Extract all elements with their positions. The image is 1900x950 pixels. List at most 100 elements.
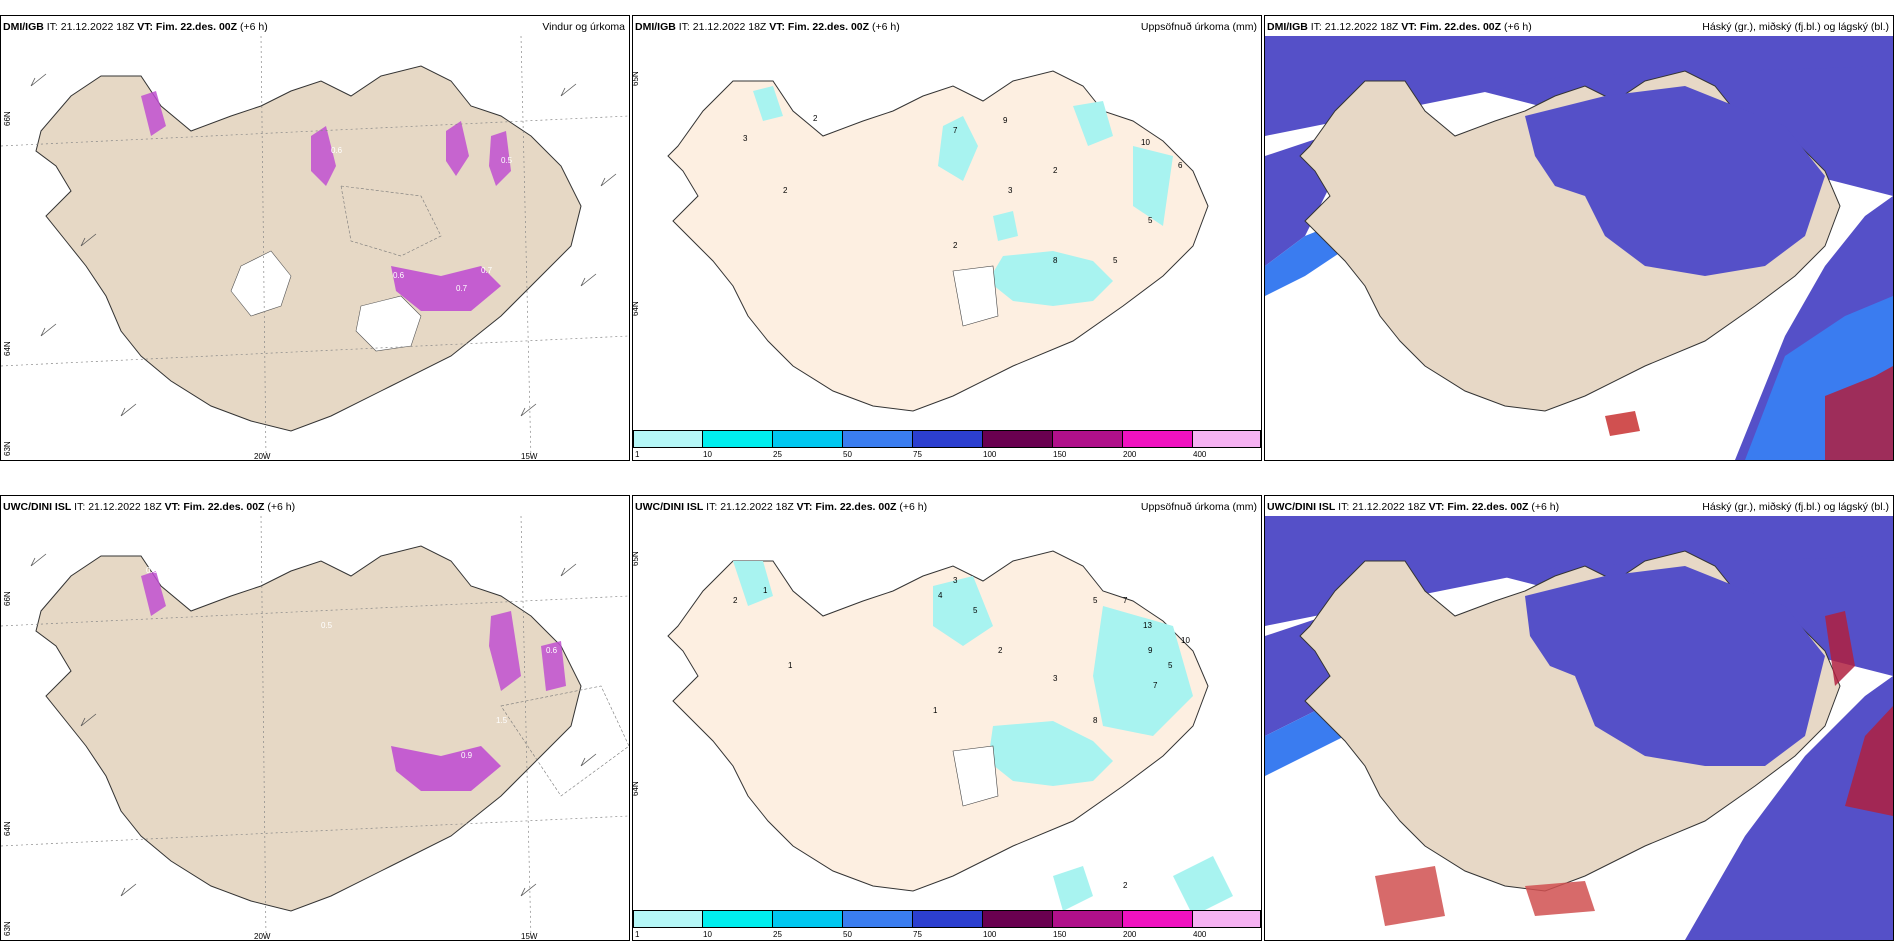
lat-label-64n: 64N xyxy=(632,781,640,796)
precip-value-label: 0.5 xyxy=(501,156,513,165)
colorbar-tick: 25 xyxy=(773,450,782,459)
precip-amount-label: 10 xyxy=(1141,138,1150,147)
panel-title: Vindur og úrkoma xyxy=(542,21,625,33)
precip-amount-label: 10 xyxy=(1181,636,1190,645)
precip-amount-label: 3 xyxy=(743,134,748,143)
colorbar-segment-6 xyxy=(983,910,1053,928)
precip-amount-label: 2 xyxy=(998,646,1003,655)
panel-dmi-cloud: DMI/IGB IT: 21.12.2022 18Z VT: Fim. 22.d… xyxy=(1264,15,1894,461)
precip-amount-label: 5 xyxy=(1113,256,1118,265)
it-label: IT: xyxy=(74,501,86,513)
panel-dmi-precip: DMI/IGB IT: 21.12.2022 18Z VT: Fim. 22.d… xyxy=(632,15,1262,461)
precip-amount-label: 2 xyxy=(813,114,818,123)
lat-label-64n: 64N xyxy=(3,341,12,356)
lat-label-66n: 66N xyxy=(3,111,12,126)
it-value: 21.12.2022 18Z xyxy=(720,501,794,513)
colorbar-tick: 150 xyxy=(1053,450,1067,459)
cloud-map xyxy=(1265,516,1893,940)
colorbar-tick: 200 xyxy=(1123,450,1137,459)
colorbar-segment-7 xyxy=(1053,910,1123,928)
model-name: DMI/IGB xyxy=(3,21,44,33)
it-label: IT: xyxy=(706,501,718,513)
colorbar-segment-4 xyxy=(843,910,913,928)
precip-value-label: 0.9 xyxy=(461,751,473,760)
precip-amount-label: 1 xyxy=(788,661,793,670)
colorbar-tick: 1 xyxy=(635,450,640,459)
panel-title: Uppsöfnuð úrkoma (mm) xyxy=(1140,21,1257,33)
colorbar-segment-2 xyxy=(703,910,773,928)
colorbar-segment-6 xyxy=(983,430,1053,448)
colorbar-segment-8 xyxy=(1123,910,1193,928)
lead-time: (+6 h) xyxy=(239,21,268,33)
vt-label: VT: Fim. 22.des. 00Z xyxy=(1428,501,1529,513)
colorbar-segment-3 xyxy=(773,430,843,448)
colorbar-tick: 150 xyxy=(1053,930,1067,939)
vt-label: VT: Fim. 22.des. 00Z xyxy=(164,501,265,513)
panel-header: DMI/IGB IT: 21.12.2022 18Z VT: Fim. 22.d… xyxy=(1265,16,1893,38)
precip-value-label: 1.5 xyxy=(496,716,508,725)
lat-label-63n: 63N xyxy=(3,441,12,456)
model-name: UWC/DINI ISL xyxy=(1267,501,1336,513)
colorbar-tick: 100 xyxy=(983,450,997,459)
vt-label: VT: Fim. 22.des. 00Z xyxy=(137,21,238,33)
colorbar-tick: 1 xyxy=(635,930,640,939)
precip-amount-label: 9 xyxy=(1148,646,1153,655)
precip-value-label: 0.6 xyxy=(331,146,343,155)
panel-header: UWC/DINI ISL IT: 21.12.2022 18Z VT: Fim.… xyxy=(1,496,629,518)
colorbar-segment-7 xyxy=(1053,430,1123,448)
precip-amount-label: 4 xyxy=(938,591,943,600)
precip-amount-label: 7 xyxy=(1123,596,1128,605)
model-name: DMI/IGB xyxy=(635,21,676,33)
colorbar-segment-5 xyxy=(913,430,983,448)
precip-amount-label: 1 xyxy=(933,706,938,715)
colorbar-tick: 75 xyxy=(913,450,922,459)
vt-label: VT: Fim. 22.des. 00Z xyxy=(1401,21,1502,33)
lon-label-15w: 15W xyxy=(521,452,538,461)
colorbar-tick: 200 xyxy=(1123,930,1137,939)
colorbar-tick: 25 xyxy=(773,930,782,939)
colorbar xyxy=(633,910,1261,930)
lat-label-64n: 64N xyxy=(3,821,12,836)
colorbar-segment-5 xyxy=(913,910,983,928)
colorbar-segment-3 xyxy=(773,910,843,928)
panel-uwc-cloud: UWC/DINI ISL IT: 21.12.2022 18Z VT: Fim.… xyxy=(1264,495,1894,941)
lat-label-65n: 65N xyxy=(632,551,640,566)
precip-map xyxy=(633,36,1261,460)
it-value: 21.12.2022 18Z xyxy=(88,501,162,513)
lead-time: (+6 h) xyxy=(899,501,928,513)
precip-amount-label: 1 xyxy=(763,586,768,595)
precip-amount-label: 2 xyxy=(733,596,738,605)
precip-amount-label: 3 xyxy=(953,576,958,585)
precip-value-label: 0.5 xyxy=(321,621,333,630)
wind-map xyxy=(1,516,629,940)
panel-header: DMI/IGB IT: 21.12.2022 18Z VT: Fim. 22.d… xyxy=(1,16,629,38)
colorbar-segment-8 xyxy=(1123,430,1193,448)
wind-map xyxy=(1,36,629,460)
colorbar-tick: 400 xyxy=(1193,450,1207,459)
vt-label: VT: Fim. 22.des. 00Z xyxy=(796,501,897,513)
precip-amount-label: 5 xyxy=(1168,661,1173,670)
lat-label-65n: 65N xyxy=(632,71,640,86)
panel-header: DMI/IGB IT: 21.12.2022 18Z VT: Fim. 22.d… xyxy=(633,16,1261,38)
panel-dmi-wind: DMI/IGB IT: 21.12.2022 18Z VT: Fim. 22.d… xyxy=(0,15,630,461)
panel-uwc-precip: UWC/DINI ISL IT: 21.12.2022 18Z VT: Fim.… xyxy=(632,495,1262,941)
lon-label-20w: 20W xyxy=(254,932,271,941)
lead-time: (+6 h) xyxy=(1531,501,1560,513)
lon-label-20w: 20W xyxy=(254,452,271,461)
panel-uwc-wind: UWC/DINI ISL IT: 21.12.2022 18Z VT: Fim.… xyxy=(0,495,630,941)
cloud-map xyxy=(1265,36,1893,460)
model-name: DMI/IGB xyxy=(1267,21,1308,33)
panel-title: Uppsöfnuð úrkoma (mm) xyxy=(1140,501,1257,513)
precip-amount-label: 8 xyxy=(1093,716,1098,725)
model-name: UWC/DINI ISL xyxy=(3,501,72,513)
it-label: IT: xyxy=(678,21,690,33)
precip-amount-label: 5 xyxy=(973,606,978,615)
precip-map xyxy=(633,516,1261,940)
lead-time: (+6 h) xyxy=(1503,21,1532,33)
lead-time: (+6 h) xyxy=(871,21,900,33)
colorbar-tick: 10 xyxy=(703,930,712,939)
colorbar xyxy=(633,430,1261,450)
it-label: IT: xyxy=(46,21,58,33)
precip-amount-label: 8 xyxy=(1053,256,1058,265)
precip-amount-label: 6 xyxy=(1178,161,1183,170)
